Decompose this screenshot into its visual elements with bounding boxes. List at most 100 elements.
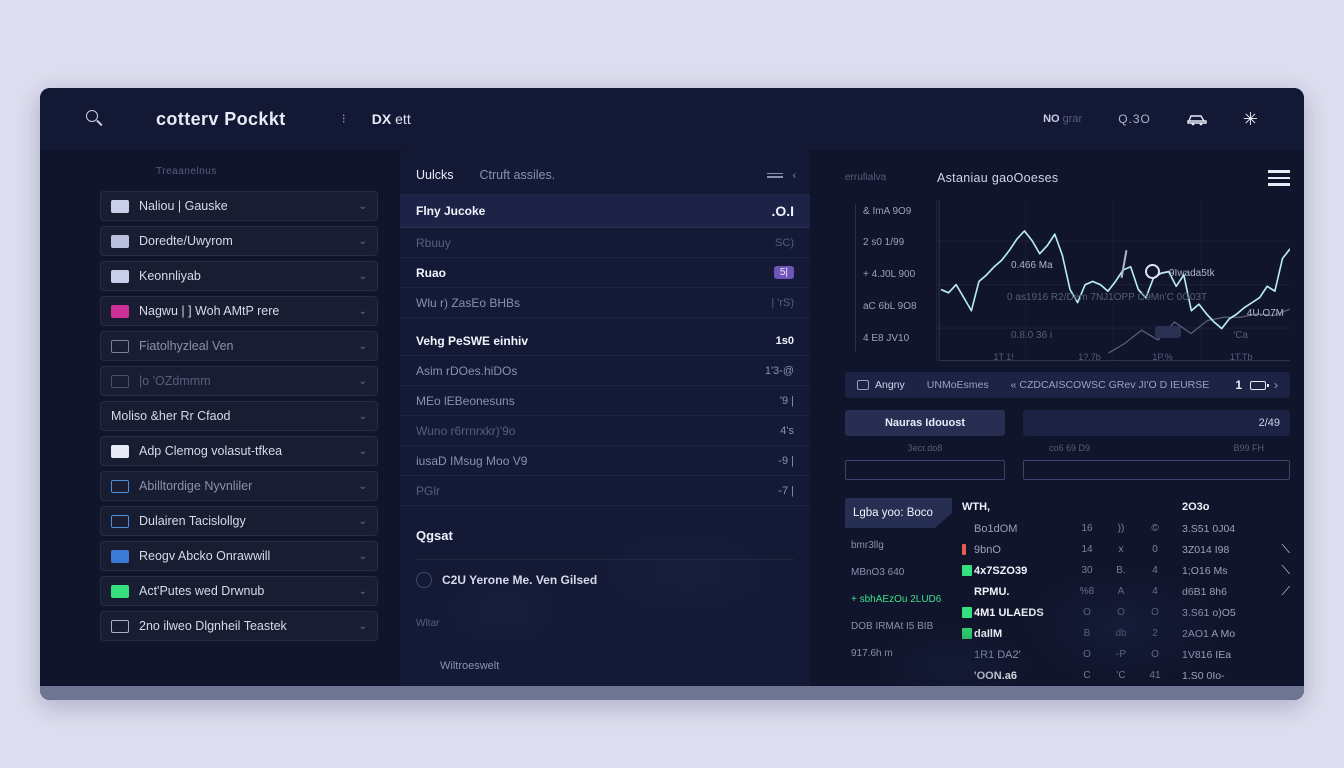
- avatar-circle-icon[interactable]: [1145, 263, 1160, 279]
- axis-stat-value: + 4.J0L 900: [863, 269, 916, 281]
- sidebar-item[interactable]: |o 'OZdmmm ⌄: [100, 366, 378, 396]
- trend-arrow-icon: ⟋: [1281, 584, 1290, 598]
- x-axis-tick: 1T.Tb: [1229, 352, 1253, 363]
- list-item[interactable]: Vehg PeSWE einhiv 1s0: [400, 326, 810, 356]
- sidebar-item[interactable]: Abilltordige Nyvnliler ⌄: [100, 471, 378, 501]
- table-nav-item[interactable]: + sbhAEzOu 2LUD6: [851, 594, 942, 605]
- sidebar-item[interactable]: Fiatolhyzleal Ven ⌄: [100, 331, 378, 361]
- list-item[interactable]: Flny Jucoke .O.I: [400, 195, 810, 228]
- section-row[interactable]: C2U Yerone Me. Ven Gilsed: [416, 559, 794, 600]
- asset-name: Vehg PeSWE einhiv: [416, 333, 529, 348]
- watchlist-tab[interactable]: Ctruft assiles.: [479, 168, 556, 182]
- amount-input-left[interactable]: [845, 460, 1005, 480]
- sidebar-item-icon: [111, 479, 129, 493]
- row-marker-icon: [962, 607, 972, 618]
- order-card-right: 2/49 co6 69 D9 B99 FH: [1023, 410, 1290, 480]
- header-name: WTH,: [962, 501, 991, 513]
- topbar-menu[interactable]: DX ett: [372, 111, 411, 127]
- watchlist-tabs: Uulcks Ctruft assiles. ‹: [400, 150, 810, 194]
- table-row[interactable]: 9bnO 14 x 0 3Z014 I98 ⟍: [962, 539, 1290, 560]
- axis-stat-value: aC 6bL 9O8: [863, 301, 917, 313]
- row-marker-icon: [962, 565, 972, 576]
- watchlist-tab[interactable]: Uulcks: [416, 168, 454, 182]
- sidebar-item[interactable]: Naliou | Gauske ⌄: [100, 191, 378, 221]
- asset-value: -9 |: [778, 454, 794, 467]
- sidebar-item-icon: [111, 444, 129, 458]
- list-item[interactable]: Wuno r6rrnrxkr)'9o 4's: [400, 416, 810, 446]
- market-order-button[interactable]: Nauras Idouost: [845, 410, 1005, 436]
- asset-value: 1s0: [775, 334, 794, 347]
- table-nav-item[interactable]: Lgba yoo: Boco: [845, 498, 952, 528]
- row-name: Bo1dOM: [974, 522, 1018, 535]
- chevron-down-icon: ⌄: [358, 270, 367, 282]
- sidebar-item-icon: [111, 514, 129, 528]
- settings-gear-icon[interactable]: ✳: [1242, 109, 1258, 129]
- row-marker-icon: [962, 544, 966, 555]
- table-left-nav: Lgba yoo: Boco bmr3llg MBnO3 640 + sbhAE…: [845, 496, 952, 686]
- list-item[interactable]: Rbuuy SC): [400, 228, 810, 258]
- tab-czdcaiscowsc[interactable]: « CZDCAISCOWSC GRev JI'O D IEURSE: [1010, 379, 1210, 392]
- price-chart[interactable]: 0.466 Ma 9Iwada5tk 0 as1916 R2/Dem 7NJ1O…: [937, 199, 1290, 363]
- chevron-down-icon: ⌄: [358, 445, 367, 457]
- sidebar-item-icon: [111, 304, 129, 318]
- tab-angny[interactable]: Angny: [857, 379, 905, 391]
- sidebar-item[interactable]: Doredte/Uwyrom ⌄: [100, 226, 378, 256]
- row-col1: O: [1083, 649, 1091, 660]
- menu-rest: ett: [391, 111, 411, 127]
- hamburger-menu-icon[interactable]: [1268, 166, 1290, 190]
- tab-unmoesmes[interactable]: UNMoEsmes: [926, 379, 989, 392]
- table-row[interactable]: 1R1 DA2' O -P O 1V816 IEa: [962, 644, 1290, 665]
- table-nav-item[interactable]: bmr3llg: [851, 540, 884, 551]
- row-name: RPMU.: [974, 585, 1010, 598]
- table-nav-item[interactable]: 917.6h m: [851, 648, 893, 659]
- sidebar-item[interactable]: Nagwu | ] Woh AMtP rere ⌄: [100, 296, 378, 326]
- x-axis-tick: 1?.7b: [1078, 352, 1101, 363]
- asset-value: SC): [775, 236, 794, 249]
- sidebar-item[interactable]: Adp Clemog volasut-tfkea ⌄: [100, 436, 378, 466]
- asset-name: Wlu r) ZasEo BHBs: [416, 295, 521, 310]
- row-name: daIlM: [974, 627, 1003, 640]
- list-item[interactable]: Wlu r) ZasEo BHBs | 'rS): [400, 288, 810, 318]
- list-item[interactable]: iusaD IMsug Moo V9 -9 |: [400, 446, 810, 476]
- table-row[interactable]: 4M1 ULAEDS O O O 3.S61 o)O5: [962, 602, 1290, 623]
- search-icon[interactable]: [86, 110, 104, 128]
- table-row[interactable]: RPMU. %8 A 4 d6B1 8h6 ⟋: [962, 581, 1290, 602]
- list-item[interactable]: Ruao 5|: [400, 258, 810, 288]
- table-row[interactable]: 4x7SZO39 30 B. 4 1;O16 Ms ⟍: [962, 560, 1290, 581]
- table-row[interactable]: 'OON.a6 C 'C 41 1.S0 0Io-: [962, 665, 1290, 686]
- row-value: 3Z014 I98: [1182, 543, 1230, 556]
- sidebar-item[interactable]: Act'Putes wed Drwnub ⌄: [100, 576, 378, 606]
- card-right-label2: B99 FH: [1233, 443, 1264, 453]
- list-item[interactable]: MEo lEBeonesuns '9 |: [400, 386, 810, 416]
- row-value: 1;O16 Ms: [1182, 564, 1228, 577]
- sidebar-item[interactable]: Dulairen Tacislollgy ⌄: [100, 506, 378, 536]
- amount-input-right[interactable]: [1023, 460, 1290, 480]
- table-nav-item[interactable]: MBnO3 640: [851, 567, 905, 578]
- sidebar-item[interactable]: Moliso &her Rr Cfaod ⌄: [100, 401, 378, 431]
- row-marker-icon: [962, 628, 972, 639]
- market-panel: errufialva Astaniau gaoOoeses & ImA 9O9 …: [845, 150, 1290, 686]
- sidebar-item[interactable]: Reogv Abcko Onrawwill ⌄: [100, 541, 378, 571]
- table-nav-item[interactable]: DOB IRMAt I5 BIB: [851, 621, 934, 632]
- divider-dots-icon: ⁝: [341, 111, 346, 126]
- row-col2: A: [1117, 586, 1125, 597]
- window-bottom-strip: [40, 686, 1304, 700]
- list-item[interactable]: Asim rDOes.hiDOs 1'3-@: [400, 356, 810, 386]
- bot-icon[interactable]: [1187, 112, 1207, 126]
- filter-chevron-icon: ‹: [792, 169, 796, 181]
- sidebar-item[interactable]: 2no ilweo Dlgnheil Teastek ⌄: [100, 611, 378, 641]
- watchlist-filter-control[interactable]: ‹: [766, 169, 796, 181]
- trend-arrow-icon: ⟍: [1281, 542, 1290, 556]
- row-col2: x: [1118, 544, 1124, 555]
- chevron-right-icon[interactable]: ›: [1274, 378, 1278, 393]
- sidebar-item[interactable]: Keonnliyab ⌄: [100, 261, 378, 291]
- table-row[interactable]: Bo1dOM 16 )) © 3.S51 0J04: [962, 518, 1290, 539]
- row-name: 1R1 DA2': [974, 648, 1021, 661]
- sidebar-item-label: Abilltordige Nyvnliler: [139, 479, 253, 493]
- watchlist-rows: Flny Jucoke .O.I Rbuuy SC) Ruao 5|: [400, 194, 810, 506]
- row-col3: O: [1151, 649, 1159, 660]
- chart-axis-stats: & ImA 9O9 2 s0 1/99 + 4.J0L 900 aC 6bL 9…: [845, 199, 937, 363]
- row-value: 3.S51 0J04: [1182, 522, 1236, 535]
- chevron-down-icon: ⌄: [358, 480, 367, 492]
- table-row[interactable]: daIlM B db 2 2AO1 A Mo: [962, 623, 1290, 644]
